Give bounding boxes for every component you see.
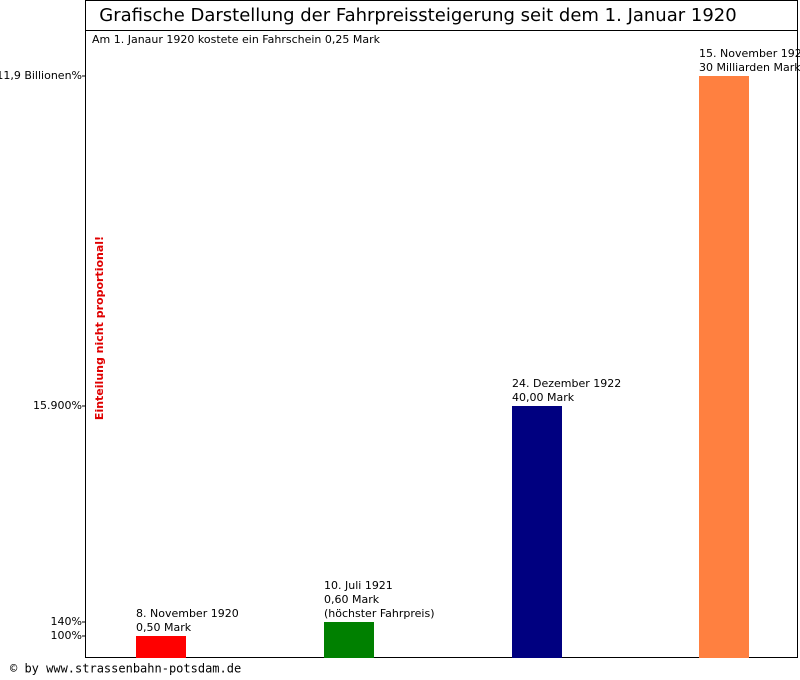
bar-date: 10. Juli 1921	[324, 579, 393, 592]
bar-price: 0,60 Mark	[324, 593, 380, 606]
y-tick-label: 140%	[51, 615, 82, 628]
y-tick-label: 11,9 Billionen%	[0, 69, 82, 82]
bar-date: 24. Dezember 1922	[512, 377, 621, 390]
scale-note: Einteilung nicht proportional!	[93, 236, 106, 420]
bar-price: 30 Milliarden Mark	[699, 61, 800, 74]
bar-price: 0,50 Mark	[136, 621, 192, 634]
footer: © by www.strassenbahn-potsdam.de	[10, 662, 241, 676]
bar-price: 40,00 Mark	[512, 391, 575, 404]
bar	[324, 622, 374, 658]
bar	[136, 636, 186, 658]
bar-note: (höchster Fahrpreis)	[324, 607, 435, 620]
subtitle: Am 1. Janaur 1920 kostete ein Fahrschein…	[92, 33, 381, 46]
bar	[512, 406, 562, 658]
y-tick-label: 100%	[51, 629, 82, 642]
bar-date: 8. November 1920	[136, 607, 239, 620]
y-tick-label: 15.900%	[33, 399, 82, 412]
plot-frame	[85, 0, 798, 658]
bar-date: 15. November 1923	[699, 47, 800, 60]
chart-title: Grafische Darstellung der Fahrpreissteig…	[99, 5, 736, 26]
bar	[699, 76, 749, 658]
